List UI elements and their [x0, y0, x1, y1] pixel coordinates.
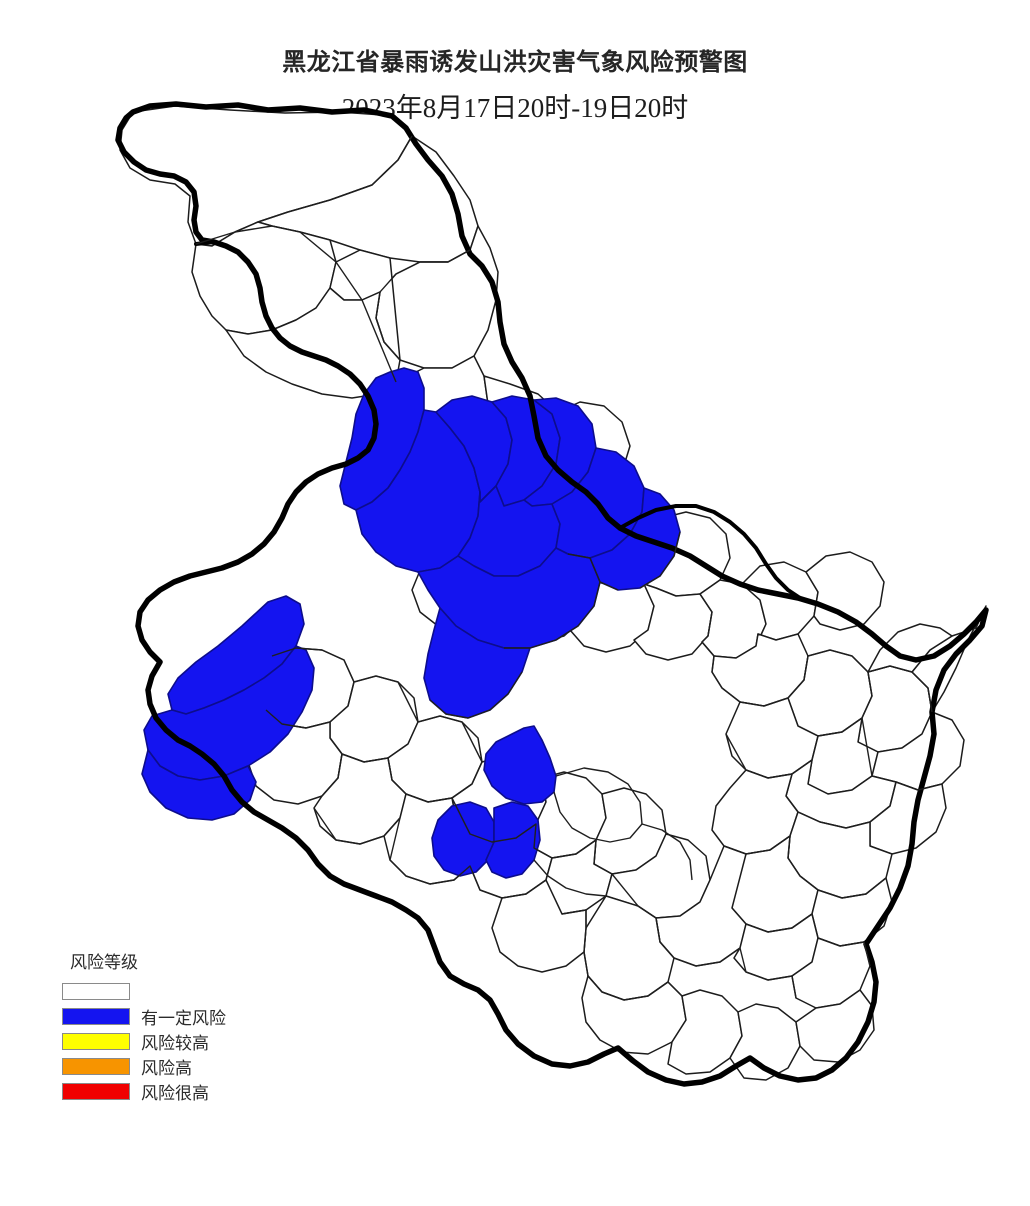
detail-line-e8 [745, 913, 871, 967]
legend-swatch-high-risk [62, 1058, 130, 1075]
detail-line-e6 [785, 781, 897, 829]
detail-line-m4 [567, 553, 619, 591]
detail-line-m7 [553, 791, 643, 843]
detail-line-e1 [699, 593, 809, 707]
detail-line-e4 [797, 717, 863, 737]
legend-row-some-risk[interactable]: 有一定风险 [62, 1004, 322, 1029]
legend-swatch-higher-risk [62, 1033, 130, 1050]
detail-line-m6 [641, 823, 693, 881]
risk-region-south-a[interactable] [483, 725, 557, 805]
risk-layer-some-risk [141, 367, 681, 879]
detail-line-c1 [271, 647, 355, 683]
detail-line-w1 [305, 675, 483, 799]
county-kedong[interactable] [633, 583, 713, 661]
legend-label-some-risk: 有一定风险 [141, 1009, 226, 1028]
detail-line-n3 [375, 249, 471, 361]
detail-line-m5 [555, 767, 643, 825]
legend-row-high-risk[interactable]: 风险高 [62, 1054, 322, 1079]
risk-region-south-b[interactable] [431, 801, 495, 877]
legend: 风险等级 有一定风险 风险较高 风险高 风险很高 [62, 948, 322, 1104]
detail-line-c2 [265, 709, 307, 729]
detail-line-w4 [313, 807, 401, 845]
detail-line-m3 [639, 531, 681, 589]
legend-row-higher-risk[interactable]: 风险较高 [62, 1029, 322, 1054]
detail-line-w3 [321, 753, 343, 797]
legend-swatch-some-risk [62, 1008, 130, 1025]
detail-line-s4 [655, 917, 797, 999]
detail-line-e5 [725, 733, 819, 779]
legend-title: 风险等级 [70, 953, 138, 972]
detail-line-n2 [257, 135, 413, 223]
legend-row-very-high-risk[interactable]: 风险很高 [62, 1079, 322, 1104]
page-subtitle: 2023年8月17日20时-19日20时 [341, 93, 689, 123]
legend-label-very-high-risk: 风险很高 [141, 1084, 209, 1103]
legend-label-high-risk: 风险高 [141, 1059, 192, 1078]
detail-line-s2 [389, 817, 547, 899]
detail-line-w2 [329, 737, 453, 803]
legend-swatch-no-risk [62, 983, 130, 1000]
legend-row-no-risk[interactable] [62, 979, 322, 1004]
detail-line-m2 [429, 671, 523, 719]
prefecture-border-heihe-east [618, 504, 802, 600]
detail-line-s3 [561, 909, 683, 1001]
detail-line-e2 [807, 649, 933, 713]
detail-line-m8 [533, 859, 607, 897]
detail-line-n1 [195, 225, 397, 383]
detail-line-e3 [861, 671, 943, 791]
legend-label-higher-risk: 风险较高 [141, 1034, 209, 1053]
legend-swatch-very-high-risk [62, 1083, 130, 1100]
county-detail-lines [195, 135, 943, 1001]
detail-line-s1 [451, 797, 657, 919]
detail-line-e7 [723, 835, 887, 899]
page-title: 黑龙江省暴雨诱发山洪灾害气象风险预警图 [282, 49, 748, 76]
county-yichun-c[interactable] [805, 551, 885, 631]
prefecture-outline [194, 240, 802, 600]
risk-region-west-tip[interactable] [141, 749, 257, 821]
prefecture-border-daxinganling [194, 240, 376, 412]
detail-line-m1 [504, 581, 601, 649]
